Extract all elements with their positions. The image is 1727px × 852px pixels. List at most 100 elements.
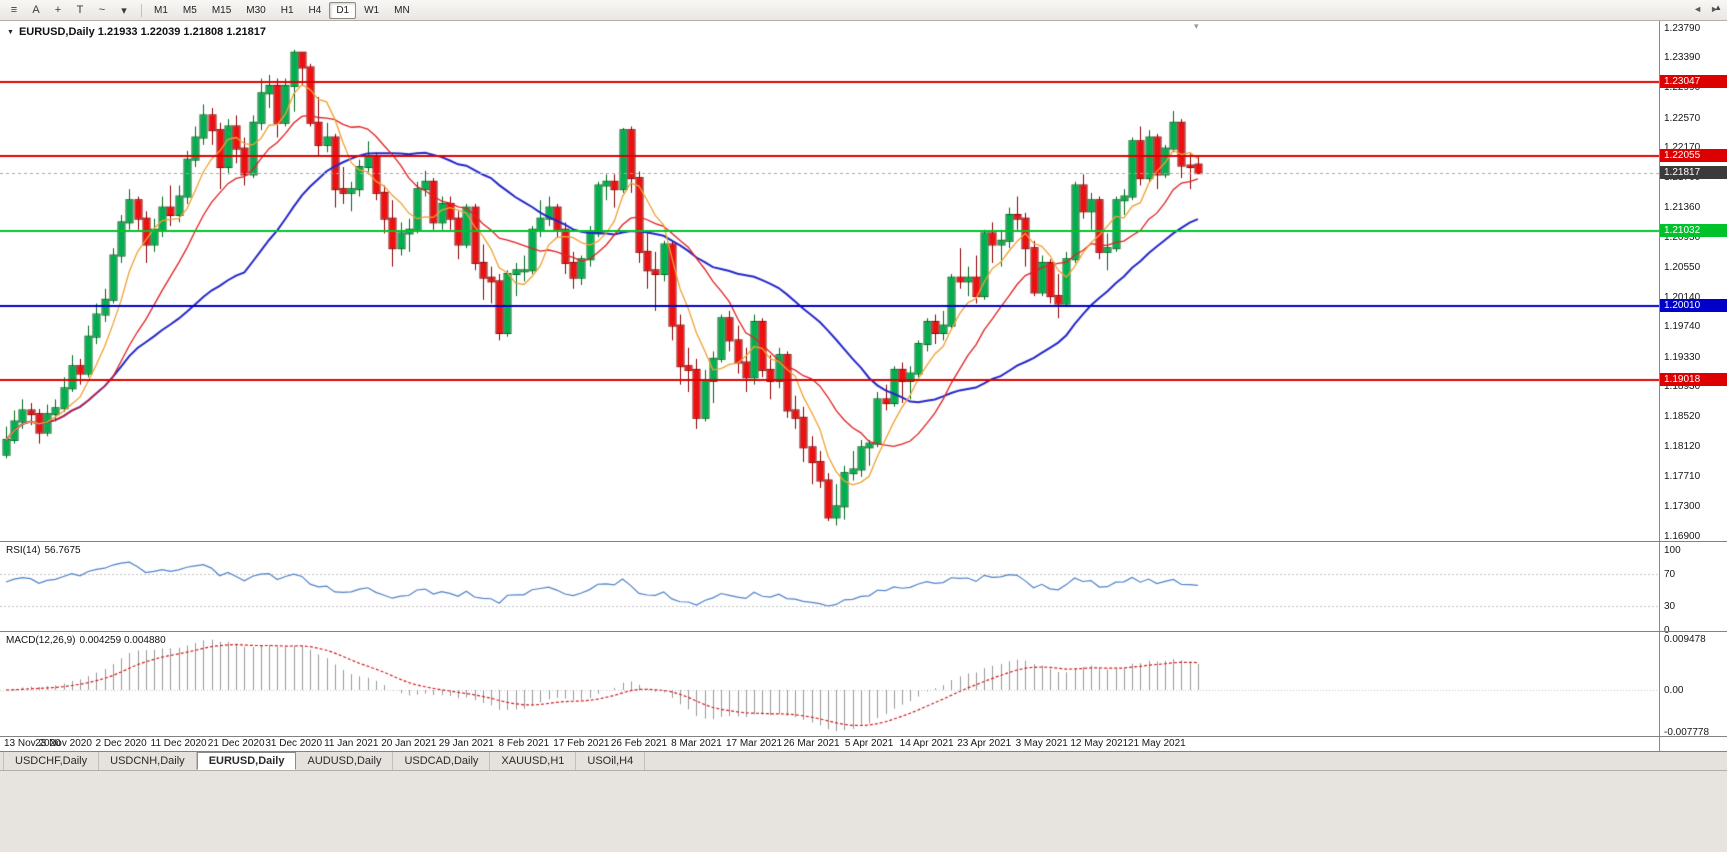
chart-title: ▼ EURUSD,Daily 1.21933 1.22039 1.21808 1… (7, 26, 266, 38)
timeframe-m5[interactable]: M5 (182, 4, 197, 16)
macd-axis-label: 0.009478 (1664, 633, 1706, 645)
rsi-label: RSI(14) 56.7675 (6, 545, 85, 556)
date-axis-label: 2 Dec 2020 (95, 738, 147, 749)
price-axis-label: 1.18120 (1664, 440, 1701, 452)
price-axis-label: 1.16900 (1664, 530, 1701, 542)
price-level-badge: 1.20010 (1660, 299, 1727, 313)
macd-value: 0.004259 0.004880 (79, 635, 166, 646)
rsi-axis-label: 30 (1664, 601, 1676, 612)
current-price-badge: 1.21817 (1660, 166, 1727, 180)
tab-scroll-left-icon[interactable]: ◄ (1693, 4, 1703, 14)
chart-shift-marker-icon: ▾ (1194, 21, 1199, 31)
date-axis-label: 29 Jan 2021 (438, 738, 494, 749)
rsi-name: RSI(14) (6, 545, 41, 556)
crosshair-icon[interactable]: + (54, 4, 62, 16)
tab-usdcnh-daily[interactable]: USDCNH,Daily (99, 752, 197, 770)
scroll-up-icon[interactable]: ▲ (1714, 3, 1722, 12)
timeframe-toolbar: M1 M5 M15 M30 H1 H4 D1 W1 MN (147, 1, 418, 19)
chart-tab-bar: USDCHF,Daily USDCNH,Daily EURUSD,Daily AUDU… (0, 752, 1727, 771)
timeframe-m30[interactable]: M30 (246, 4, 266, 16)
macd-indicator-canvas[interactable] (0, 632, 1659, 736)
toolbar: ≡ A + T ~ ▾ M1 M5 M15 M30 H1 H4 D1 W1 MN ▲ (0, 0, 1727, 21)
date-axis[interactable]: 13 Nov 2020 23 Nov 2020 2 Dec 2020 11 Dec 2… (0, 737, 1727, 751)
timeframe-w1[interactable]: W1 (364, 4, 380, 16)
rsi-axis-label: 100 (1664, 545, 1681, 556)
date-axis-label: 21 Dec 2020 (207, 738, 265, 749)
cursor-tool-icon[interactable]: A (32, 4, 40, 16)
price-axis-label: 1.21360 (1664, 201, 1701, 213)
date-axis-label: 3 May 2021 (1015, 738, 1068, 749)
macd-axis-label: 0.00 (1664, 685, 1684, 696)
timeframe-h4[interactable]: H4 (308, 4, 322, 16)
price-axis-label: 1.23390 (1664, 52, 1701, 64)
price-axis-label: 1.20550 (1664, 261, 1701, 273)
price-axis-label: 1.19330 (1664, 351, 1701, 363)
toolbar-divider (141, 3, 142, 17)
timeframe-m1[interactable]: M1 (154, 4, 168, 16)
toolbar-tools: ≡ A + T ~ ▾ (4, 2, 136, 18)
draw-tools-icon[interactable]: ~ (98, 4, 106, 16)
tab-audusd-daily[interactable]: AUDUSD,Daily (296, 752, 394, 770)
rsi-value: 56.7675 (44, 545, 81, 556)
price-axis-label: 1.22570 (1664, 112, 1701, 124)
date-axis-label: 21 May 2021 (1127, 738, 1186, 749)
price-level-badge: 1.23047 (1660, 75, 1727, 89)
tab-usoil-h4[interactable]: USOil,H4 (576, 752, 646, 770)
text-tool-icon[interactable]: T (76, 4, 84, 16)
collapse-arrow-icon[interactable]: ▼ (7, 28, 14, 36)
price-level-badge: 1.19018 (1660, 372, 1727, 386)
price-axis-label: 1.19740 (1664, 321, 1701, 333)
timeframe-mn[interactable]: MN (394, 4, 410, 16)
date-axis-label: 8 Feb 2021 (498, 738, 550, 749)
tab-scroll-right-icon[interactable]: ► (1710, 4, 1719, 14)
tab-usdcad-daily[interactable]: USDCAD,Daily (393, 752, 491, 770)
tab-scroll: ◄ ► (1693, 4, 1719, 14)
rsi-axis-label: 70 (1664, 569, 1676, 580)
price-chart-canvas[interactable] (0, 21, 1659, 541)
price-axis-label: 1.20950 (1664, 232, 1701, 244)
macd-label: MACD(12,26,9) 0.004259 0.004880 (6, 635, 170, 646)
date-axis-label: 11 Dec 2020 (150, 738, 207, 749)
date-axis-label: 20 Jan 2021 (381, 738, 437, 749)
price-level-badge: 1.22055 (1660, 148, 1727, 162)
window-bottom-area (0, 771, 1727, 852)
panel-divider[interactable] (0, 736, 1727, 737)
date-axis-label: 23 Nov 2020 (35, 738, 92, 749)
price-axis-label: 1.20140 (1664, 291, 1701, 303)
tab-eurusd-daily[interactable]: EURUSD,Daily (196, 752, 297, 770)
macd-name: MACD(12,26,9) (6, 635, 76, 646)
date-axis-label: 23 Apr 2021 (957, 738, 1012, 749)
date-axis-label: 5 Apr 2021 (844, 738, 894, 749)
timeframe-m15[interactable]: M15 (211, 4, 232, 16)
date-axis-label: 17 Feb 2021 (553, 738, 610, 749)
macd-axis-label: -0.007778 (1664, 726, 1710, 738)
rsi-indicator-canvas[interactable] (0, 542, 1659, 631)
chart-title-text: EURUSD,Daily 1.21933 1.22039 1.21808 1.2… (18, 26, 267, 38)
date-axis-label: 11 Jan 2021 (324, 738, 379, 749)
price-axis-label: 1.17300 (1664, 501, 1701, 513)
panel-divider[interactable] (0, 541, 1727, 542)
date-axis-label: 13 Nov 2020 (4, 738, 61, 749)
price-axis-label: 1.23790 (1664, 22, 1701, 34)
tab-xauusd-h1[interactable]: XAUUSD,H1 (490, 752, 577, 770)
date-axis-label: 26 Mar 2021 (783, 738, 840, 749)
timeframe-h1[interactable]: H1 (280, 4, 294, 16)
chevron-down-icon[interactable]: ▾ (121, 4, 127, 17)
date-axis-label: 31 Dec 2020 (265, 738, 323, 749)
timeframe-d1[interactable]: D1 (329, 1, 357, 19)
price-level-badge: 1.21032 (1660, 224, 1727, 238)
panel-divider[interactable] (0, 631, 1727, 632)
date-axis-label: 14 Apr 2021 (899, 738, 954, 749)
price-axis-label: 1.17710 (1664, 471, 1701, 483)
rsi-axis-label: 0 (1664, 624, 1670, 637)
date-axis-label: 26 Feb 2021 (610, 738, 668, 749)
chart-bars-icon[interactable]: ≡ (10, 4, 18, 16)
price-axis-label: 1.18930 (1664, 381, 1701, 393)
price-axis-label: 1.18520 (1664, 411, 1701, 423)
panel-divider (0, 751, 1727, 752)
date-axis-label: 8 Mar 2021 (671, 738, 722, 749)
date-axis-label: 12 May 2021 (1070, 738, 1129, 749)
price-axis[interactable]: 1.237901.233901.229901.225701.221701.217… (1659, 21, 1727, 751)
tab-usdchf-daily[interactable]: USDCHF,Daily (3, 752, 100, 770)
